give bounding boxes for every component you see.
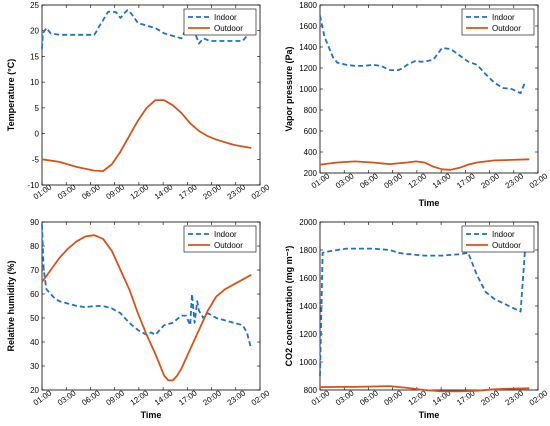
x-axis-label: Time (141, 410, 162, 420)
x-tick-label: 02:00 (528, 171, 550, 190)
y-tick-label: 20 (30, 27, 39, 36)
x-axis-label: Time (419, 198, 440, 208)
y-tick-label: 1400 (299, 43, 317, 52)
y-tick-label: 20 (30, 386, 39, 395)
series-line-outdoor (319, 385, 530, 393)
x-tick-label: 09:00 (382, 388, 404, 407)
y-axis-label: Relative humidity (%) (6, 260, 16, 351)
x-tick-label: 09:00 (104, 388, 126, 407)
legend-label-outdoor: Outdoor (214, 24, 243, 33)
legend: Indoor Outdoor (183, 8, 257, 36)
x-tick-label: 09:00 (382, 171, 404, 190)
y-tick-label: 0 (35, 130, 40, 139)
x-tick-label: 02:00 (250, 388, 272, 407)
legend: Indoor Outdoor (183, 225, 257, 253)
y-tick-label: 70 (30, 266, 39, 275)
series-line-outdoor (319, 158, 530, 171)
y-tick-label: 1800 (299, 246, 317, 255)
legend-label-indoor: Indoor (214, 230, 237, 239)
series-line-outdoor (41, 99, 252, 173)
x-tick-label: 20:00 (479, 171, 501, 190)
legend-label-outdoor: Outdoor (492, 241, 521, 250)
y-tick-label: 1600 (299, 274, 317, 283)
series-line-indoor (319, 247, 526, 377)
x-tick-label: 03:00 (334, 388, 356, 407)
y-tick-label: 800 (304, 386, 318, 395)
x-tick-label: 12:00 (407, 171, 429, 190)
x-tick-label: 03:00 (334, 171, 356, 190)
x-tick-label: 23:00 (504, 388, 526, 407)
y-tick-label: 10 (30, 78, 39, 87)
y-tick-label: 600 (304, 127, 318, 136)
y-axis-label: Temperature (°C) (6, 59, 16, 131)
x-tick-label: 20:00 (201, 388, 223, 407)
y-tick-label: 1200 (299, 330, 317, 339)
x-tick-label: 12:00 (129, 388, 151, 407)
y-tick-label: 400 (304, 148, 318, 157)
series-line-outdoor (41, 234, 252, 382)
y-axis-label: Vapor pressure (Pa) (284, 46, 294, 131)
y-tick-label: 800 (304, 106, 318, 115)
series-line-indoor (41, 224, 253, 350)
series-line-indoor (41, 9, 252, 49)
x-tick-label: 14:00 (153, 388, 175, 407)
y-tick-label: 1600 (299, 22, 317, 31)
legend-box (183, 8, 257, 36)
y-tick-label: -5 (32, 155, 40, 164)
y-tick-label: 40 (30, 338, 39, 347)
legend: Indoor Outdoor (461, 8, 535, 36)
legend-box (461, 225, 535, 253)
y-tick-label: 1200 (299, 64, 317, 73)
x-tick-label: 06:00 (80, 388, 102, 407)
legend-label-indoor: Indoor (214, 13, 237, 22)
legend-label-indoor: Indoor (492, 230, 515, 239)
y-tick-label: 15 (30, 52, 39, 61)
y-tick-label: 5 (35, 104, 40, 113)
x-tick-label: 03:00 (56, 388, 78, 407)
y-tick-label: 2000 (299, 218, 317, 227)
x-tick-label: 06:00 (358, 388, 380, 407)
y-tick-label: 30 (30, 362, 39, 371)
y-tick-label: 1000 (299, 358, 317, 367)
y-axis-label: CO2 concentration (mg m⁻³) (284, 246, 294, 367)
y-tick-label: 1400 (299, 302, 317, 311)
y-tick-label: 60 (30, 290, 39, 299)
y-tick-label: 1000 (299, 85, 317, 94)
legend-label-indoor: Indoor (492, 13, 515, 22)
y-tick-label: 200 (304, 169, 318, 178)
legend-label-outdoor: Outdoor (492, 24, 521, 33)
y-tick-label: 80 (30, 242, 39, 251)
x-axis-label: Time (419, 410, 440, 420)
x-tick-label: 17:00 (177, 388, 199, 407)
x-tick-label: 14:00 (431, 171, 453, 190)
y-tick-label: 25 (30, 1, 39, 10)
y-tick-label: 90 (30, 218, 39, 227)
legend-box (461, 8, 535, 36)
y-tick-label: 50 (30, 314, 39, 323)
y-tick-label: -10 (27, 181, 39, 190)
legend-box (183, 225, 257, 253)
legend: Indoor Outdoor (461, 225, 535, 253)
legend-label-outdoor: Outdoor (214, 241, 243, 250)
x-tick-label: 06:00 (358, 171, 380, 190)
x-tick-label: 23:00 (504, 171, 526, 190)
x-tick-label: 23:00 (226, 388, 248, 407)
y-tick-label: 1800 (299, 1, 317, 10)
series-line-indoor (319, 15, 526, 95)
x-tick-label: 02:00 (528, 388, 550, 407)
x-tick-label: 17:00 (455, 171, 477, 190)
x-tick-label: 12:00 (407, 388, 429, 407)
